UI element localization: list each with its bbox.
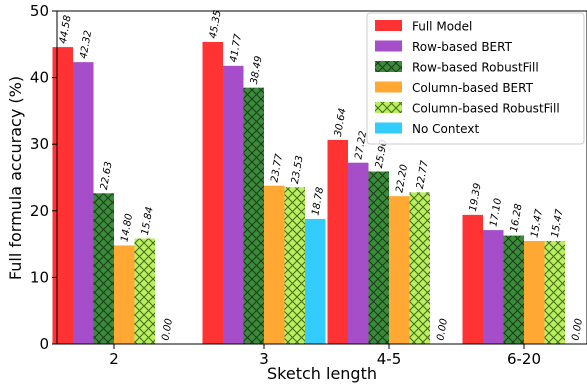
bar [544,240,565,344]
bar [348,162,369,344]
data-label: 22.63 [99,161,115,191]
y-ticks-layer: 0 10 20 30 40 50 [30,2,57,353]
bar [52,47,73,344]
data-label: 15.84 [140,206,156,236]
y-axis-label: Full formula accuracy (%) [6,76,25,280]
legend-swatch [375,20,402,31]
bar [284,187,305,344]
data-label: 22.20 [394,164,410,194]
x-tick-label: 4-5 [377,350,402,368]
bar [389,196,410,344]
legend-box [366,12,585,145]
legend-label: No Context [412,122,479,136]
data-label: 27.22 [353,130,369,160]
data-label: 23.53 [290,155,306,185]
bar [243,87,264,344]
bars-layer [52,41,565,345]
data-label: 38.49 [249,55,265,85]
data-label: 0.00 [435,318,450,342]
y-tick-label: 0 [39,335,49,353]
data-label: 15.47 [550,208,566,239]
legend-label: Column-based RobustFill [412,102,560,116]
legend-label: Row-based RobustFill [412,61,539,75]
legend-swatch [375,102,402,113]
y-tick-label: 10 [30,268,49,286]
legend-label: Full Model [412,20,472,34]
x-ticks-layer: 2 3 4-5 6-20 [109,344,541,368]
bar [327,139,348,344]
x-tick-label: 2 [109,350,119,368]
y-tick-label: 40 [30,69,49,87]
data-label: 22.77 [415,159,431,190]
bar [114,245,135,344]
bar [462,214,483,344]
bar [134,238,155,344]
x-axis-label: Sketch length [267,364,377,383]
bar [368,171,389,344]
y-axis-label-group: Full formula accuracy (%) [6,76,25,280]
legend-label: Column-based BERT [412,81,534,95]
legend-label: Row-based BERT [412,40,513,54]
bar [409,192,430,344]
legend-swatch [375,122,402,134]
data-label: 0.00 [160,318,175,342]
legend-swatch [375,40,402,52]
bar [93,193,114,344]
data-label: 25.90 [374,139,390,169]
data-label: 14.80 [119,213,135,243]
data-label: 15.47 [529,208,545,239]
data-labels-layer: 44.58 45.35 30.64 19.39 42.32 41.77 27.22 17.10… [58,9,585,341]
y-tick-label: 20 [30,202,49,220]
data-label: 19.39 [468,182,484,212]
data-label: 42.32 [78,30,94,60]
bar [264,185,285,344]
bar [223,65,244,344]
plot-frame [56,10,587,345]
bar [524,240,545,344]
data-label: 16.28 [509,203,525,233]
legend-swatch [375,81,402,93]
x-tick-label: 6-20 [507,350,541,368]
legend: Full Model Row-based BERT Row-based Robust… [366,12,585,145]
bar [305,218,326,344]
data-label: 0.00 [570,318,585,342]
bar [503,235,524,344]
data-label: 23.77 [269,152,285,183]
data-label: 44.58 [58,15,74,45]
legend-swatch [375,61,402,72]
data-label: 30.64 [333,107,349,137]
bar [483,230,504,344]
bar [73,62,94,345]
y-tick-label: 50 [30,2,49,20]
data-label: 41.77 [228,33,244,64]
data-label: 17.10 [488,198,504,228]
data-label: 45.35 [208,9,224,39]
x-tick-label: 3 [259,350,269,368]
data-label: 18.78 [310,186,326,216]
bar [202,41,223,344]
y-tick-label: 30 [30,135,49,153]
